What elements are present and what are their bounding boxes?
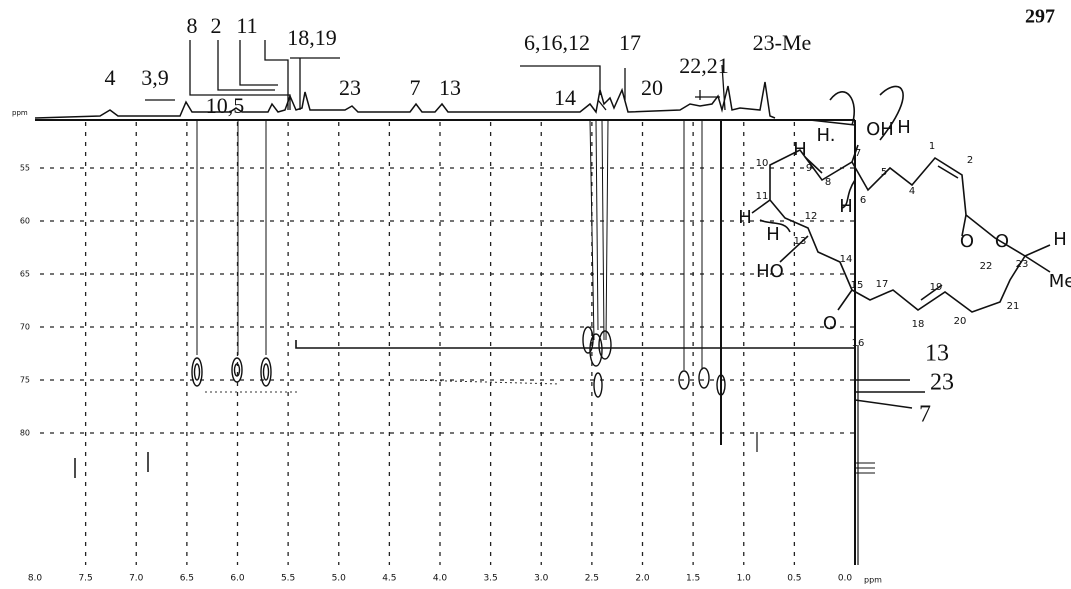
peak-label: 23 [339,75,361,100]
atom-label: H [738,207,752,228]
atom-label: H. [817,125,836,146]
x-tick-label: 4.0 [433,574,448,584]
x-tick-label: 6.5 [180,574,194,584]
atom-label: 1 [929,141,935,152]
label-brackets [145,40,726,111]
peak-label: 3,9 [141,65,169,90]
atom-label: 19 [930,282,943,293]
atom-label: 15 [851,280,864,291]
cross-peaks [74,326,875,478]
x-tick-label: 2.0 [635,574,650,584]
correlation-line [295,340,855,349]
x-tick-label: 2.5 [585,574,599,584]
x-tick-label: 5.5 [281,574,295,584]
atom-label: 12 [805,211,818,222]
atom-label: 22 [980,261,993,272]
atom-label: 21 [1007,301,1020,312]
page-number: 297 [1025,6,1055,28]
peak-label: 8 [187,13,198,38]
y-unit: ppm [12,109,28,117]
peak-label: 4 [105,65,116,90]
atom-label: Me [1049,271,1071,292]
y-tick-label: 60 [20,217,30,226]
peak-label: 7 [410,75,421,100]
peak-label: 10,5 [206,93,245,118]
atom-label: 11 [756,191,769,202]
x-tick-label: 3.0 [534,574,549,584]
grid [40,122,855,565]
atom-label: 20 [954,316,967,327]
cross-peak-label: 7 [919,402,931,428]
peak-label: 11 [236,13,257,38]
atom-label: O [823,313,837,334]
x-tick-label: 1.5 [686,574,700,584]
atom-label: H [793,139,807,160]
atom-label: 7 [855,148,861,159]
cross-peak-label: 13 [925,341,949,367]
atom-label: 17 [876,279,889,290]
y-tick-label: 65 [20,270,30,279]
peak-label: 13 [439,75,461,100]
atom-label: 8 [825,177,831,188]
atom-label: 4 [909,186,915,197]
x-tick-label: 8.0 [28,574,43,584]
atom-label: OH [866,119,894,140]
cross-line [854,399,913,409]
x-tick-label: 7.5 [78,574,92,584]
peak-label: 6,16,12 [524,30,590,55]
atom-label: 9 [806,163,812,174]
peak-label: 18,19 [287,25,337,50]
y-tick-label: 75 [20,376,30,385]
atom-label: H [1053,229,1067,250]
atom-label: HO [756,261,784,282]
peak-label: 22,21 [679,53,729,78]
x-unit: ppm [864,576,882,585]
atom-label: 16 [852,338,865,349]
y-tick-label: 80 [20,429,30,438]
atom-label: 10 [756,158,769,169]
atom-label: H [839,196,853,217]
peak-label: 20 [641,75,663,100]
x-tick-label: 3.5 [483,574,497,584]
x-tick-label: 7.0 [129,574,144,584]
y-tick-label: 55 [20,164,30,173]
cross-peak-label: 23 [930,370,954,396]
atom-label: 6 [860,195,866,206]
peak-label: 23-Me [753,30,812,55]
atom-label: 23 [1016,259,1029,270]
structure [751,85,1051,313]
atom-label: 14 [840,254,853,265]
guide-line [589,119,609,341]
x-tick-label: 1.0 [737,574,752,584]
x-tick-label: 0.0 [838,574,853,584]
atom-label: O [960,231,974,252]
atom-label: 2 [967,155,973,166]
atom-label: 18 [912,319,925,330]
x-tick-label: 6.0 [230,574,245,584]
atom-label: 5 [881,167,887,178]
x-tick-label: 5.0 [332,574,347,584]
atom-label: O [995,231,1009,252]
atom-label: 13 [794,236,807,247]
atom-label: H [766,224,780,245]
peak-label: 2 [211,13,222,38]
x-tick-label: 0.5 [787,574,801,584]
peak-label: 17 [619,30,641,55]
peak-label: 14 [554,85,576,110]
atom-label: H [897,117,911,138]
y-tick-label: 70 [20,323,30,332]
x-tick-label: 4.5 [382,574,396,584]
